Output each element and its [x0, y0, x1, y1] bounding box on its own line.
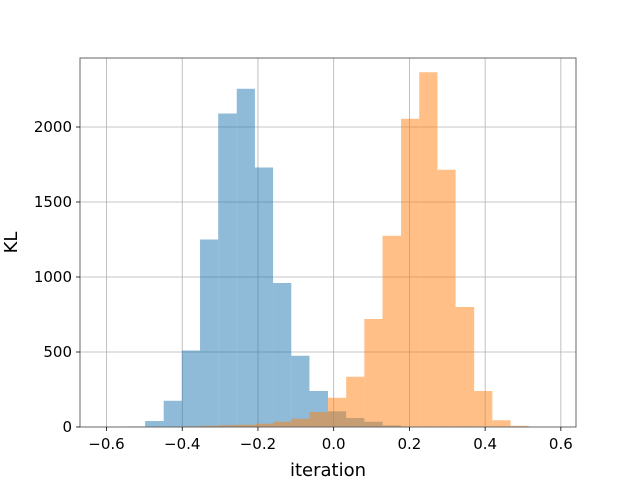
y-tick-label: 0 — [62, 418, 72, 436]
histogram-bars — [108, 72, 529, 427]
x-tick-label: 0.2 — [397, 435, 421, 453]
plot-frame — [79, 57, 577, 428]
x-tick-label: 0.6 — [549, 435, 573, 453]
x-axis-label: iteration — [290, 460, 366, 480]
histogram-bar-series-2 — [382, 235, 402, 427]
x-tick-label: 0.0 — [322, 435, 346, 453]
x-tick-label: −0.4 — [164, 435, 200, 453]
histogram-bar-series-2 — [346, 376, 365, 427]
histogram-bar-series-2 — [401, 118, 420, 427]
histogram-bar-series-2 — [200, 425, 219, 427]
histogram-bar-series-2 — [455, 307, 475, 427]
y-tick-label: 2000 — [34, 118, 72, 136]
histogram-bar-series-2 — [309, 412, 328, 427]
histogram-bar-series-2 — [419, 72, 438, 427]
histogram-bar-series-1 — [200, 239, 219, 427]
histogram-bar-series-1 — [254, 167, 274, 427]
y-tick-label: 1000 — [34, 268, 72, 286]
x-axis-ticks: −0.6 −0.4 −0.2 0.0 0.2 0.4 0.6 — [88, 427, 573, 453]
histogram-bar-series-1 — [218, 113, 237, 427]
y-tick-label: 500 — [43, 343, 72, 361]
histogram-bar-series-1 — [163, 400, 182, 427]
histogram-bar-series-2 — [273, 421, 292, 427]
x-tick-label: −0.2 — [240, 435, 276, 453]
histogram-bar-series-1 — [273, 283, 292, 427]
histogram-bar-series-2 — [492, 420, 511, 427]
histogram-bar-series-1 — [181, 350, 201, 427]
y-tick-label: 1500 — [34, 193, 72, 211]
histogram-bar-series-2 — [254, 423, 274, 427]
histogram-bar-series-2 — [364, 319, 383, 427]
x-tick-label: −0.6 — [88, 435, 124, 453]
x-tick-label: 0.4 — [473, 435, 497, 453]
histogram-bar-series-2 — [328, 397, 347, 427]
y-axis-label: KL — [1, 232, 22, 254]
histogram-bar-series-1 — [236, 88, 255, 427]
histogram-bar-series-2 — [218, 425, 237, 427]
histogram-bar-series-2 — [510, 425, 529, 427]
y-axis-ticks: 0 500 1000 1500 2000 — [34, 118, 80, 436]
histogram-bar-series-2 — [474, 391, 493, 427]
histogram-bar-series-1 — [145, 421, 164, 427]
histogram-bar-series-2 — [437, 169, 456, 427]
histogram-bar-series-2 — [291, 418, 310, 427]
histogram-bar-series-2 — [236, 424, 255, 427]
histogram-bar-series-1 — [291, 355, 310, 427]
